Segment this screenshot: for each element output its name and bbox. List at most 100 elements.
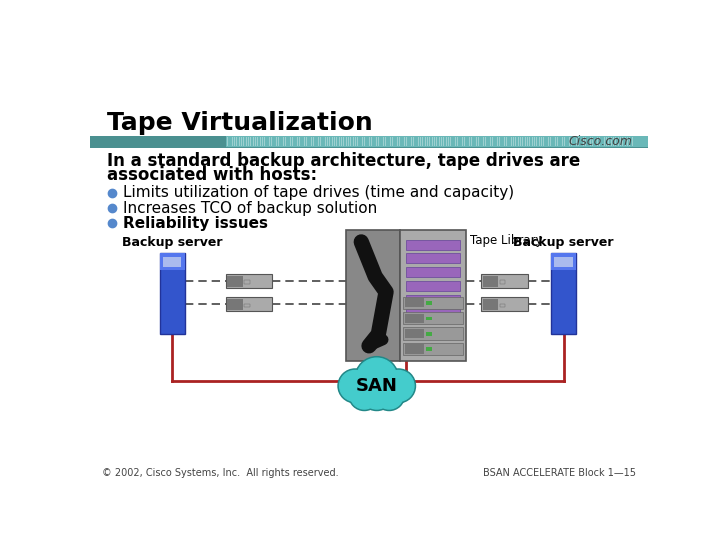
Bar: [304, 137, 305, 146]
Bar: [448, 137, 449, 146]
Bar: [453, 137, 454, 146]
Bar: [406, 267, 459, 278]
Bar: [597, 137, 598, 146]
Bar: [283, 137, 284, 146]
Bar: [569, 137, 570, 146]
Circle shape: [374, 380, 405, 410]
Bar: [406, 281, 459, 291]
Bar: [483, 299, 498, 309]
Bar: [315, 137, 316, 146]
Bar: [160, 253, 184, 334]
Bar: [364, 137, 365, 146]
Bar: [405, 345, 424, 354]
Bar: [399, 137, 400, 146]
Text: © 2002, Cisco Systems, Inc.  All rights reserved.: © 2002, Cisco Systems, Inc. All rights r…: [102, 468, 338, 478]
Bar: [562, 137, 563, 146]
Bar: [482, 298, 528, 311]
Bar: [520, 137, 521, 146]
Bar: [574, 137, 575, 146]
Bar: [292, 137, 293, 146]
Bar: [266, 137, 267, 146]
Bar: [631, 137, 632, 146]
Bar: [383, 137, 384, 146]
Circle shape: [355, 356, 398, 400]
Bar: [527, 137, 528, 146]
Bar: [536, 137, 537, 146]
Bar: [406, 309, 459, 319]
Text: Cisco.com: Cisco.com: [569, 136, 632, 148]
Bar: [341, 137, 342, 146]
Bar: [236, 137, 238, 146]
Bar: [403, 343, 463, 355]
Bar: [357, 137, 358, 146]
Circle shape: [356, 358, 397, 398]
Bar: [551, 253, 576, 271]
Circle shape: [375, 381, 403, 409]
Bar: [462, 137, 463, 146]
Text: Tape Virtualization: Tape Virtualization: [107, 111, 373, 134]
Circle shape: [360, 377, 394, 410]
Bar: [239, 137, 240, 146]
Bar: [346, 231, 400, 361]
Bar: [485, 137, 486, 146]
Text: BSAN ACCELERATE Block 1—15: BSAN ACCELERATE Block 1—15: [483, 468, 636, 478]
Bar: [406, 240, 459, 249]
Bar: [306, 137, 307, 146]
Bar: [228, 276, 243, 287]
Bar: [403, 296, 463, 309]
Bar: [476, 137, 477, 146]
Bar: [580, 137, 581, 146]
Bar: [583, 137, 584, 146]
Bar: [376, 137, 377, 146]
Bar: [392, 137, 393, 146]
Circle shape: [382, 369, 415, 403]
Bar: [497, 137, 498, 146]
Bar: [309, 137, 310, 146]
Bar: [403, 327, 463, 340]
Bar: [385, 137, 386, 146]
Bar: [255, 137, 256, 146]
Bar: [264, 137, 265, 146]
Bar: [550, 137, 551, 146]
Bar: [464, 137, 465, 146]
Bar: [534, 137, 535, 146]
Bar: [622, 137, 624, 146]
Bar: [244, 280, 250, 284]
Text: Reliability issues: Reliability issues: [122, 216, 268, 231]
Bar: [232, 137, 233, 146]
Bar: [228, 299, 243, 309]
Bar: [525, 137, 526, 146]
Bar: [455, 137, 456, 146]
Bar: [629, 137, 630, 146]
Circle shape: [338, 369, 372, 403]
Bar: [248, 137, 249, 146]
Bar: [548, 137, 549, 146]
Bar: [348, 137, 349, 146]
Bar: [426, 316, 432, 320]
Bar: [343, 137, 344, 146]
Bar: [362, 137, 363, 146]
Bar: [554, 256, 573, 267]
Bar: [262, 137, 263, 146]
Bar: [408, 137, 409, 146]
Bar: [551, 253, 576, 334]
Bar: [502, 137, 503, 146]
Bar: [557, 137, 558, 146]
Bar: [553, 137, 554, 146]
Circle shape: [383, 370, 414, 401]
Bar: [627, 137, 628, 146]
Bar: [492, 137, 493, 146]
Bar: [225, 137, 648, 147]
Bar: [606, 137, 607, 146]
Bar: [369, 137, 370, 146]
Bar: [578, 137, 579, 146]
Bar: [225, 298, 272, 311]
Circle shape: [361, 378, 392, 409]
Bar: [571, 137, 572, 146]
Bar: [613, 137, 614, 146]
Bar: [601, 137, 602, 146]
Bar: [285, 137, 286, 146]
Bar: [244, 303, 250, 307]
Bar: [405, 329, 424, 338]
Bar: [608, 137, 609, 146]
